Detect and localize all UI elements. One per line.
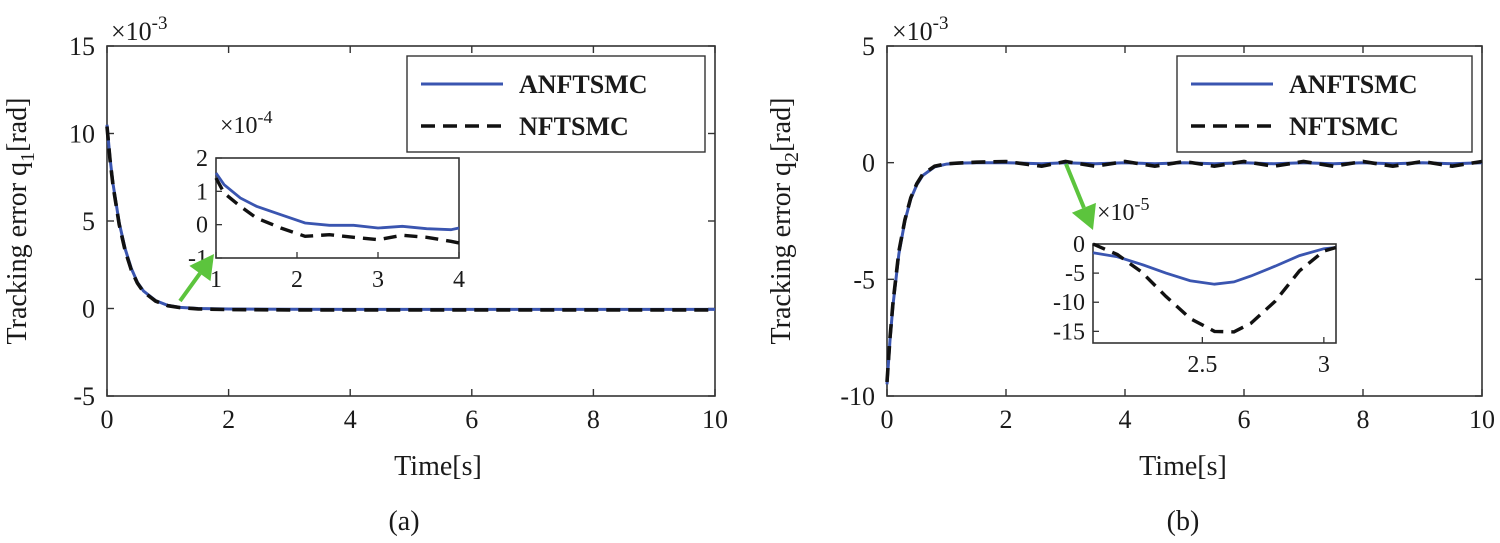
inset-y-tick-label: 0 [1073,232,1085,258]
inset-scale-note: ×10-4 [220,107,273,139]
legend-box [1176,55,1473,153]
inset-x-tick-label: 2.5 [1187,352,1217,378]
inset-series-line-anftsmc [214,172,460,232]
y-tick-label: -10 [840,382,875,411]
inset-plot: 2.5 3 -15 -10 -5 0 ×10-5 [1053,194,1337,378]
inset-y-tick-label: -15 [1053,319,1085,345]
inset-frame [215,157,460,259]
y-tick-label: 10 [69,120,95,149]
y-axis-label-subscript: 1 [17,152,39,162]
zoom-arrow-head [1071,202,1096,230]
inset-y-tick-label: 2 [196,146,208,172]
x-tick-label: 10 [702,405,728,434]
y-tick-label: 5 [82,207,95,236]
x-tick-label: 2 [222,405,235,434]
x-tick-label: 6 [1238,405,1251,434]
inset-scale-exponent: -4 [258,107,273,127]
y-axis-label: Tracking error q2[rad] [766,98,803,345]
inset-x-tick-label: 4 [453,267,465,293]
x-tick-label: 4 [344,405,357,434]
y-scale-note: ×10-3 [111,13,168,46]
y-tick-label: 0 [862,149,875,178]
inset-y-tick-label: -5 [1065,261,1085,287]
legend-label: NFTSMC [1289,112,1399,141]
panel-label: (a) [388,506,419,537]
y-tick-label: 5 [862,32,875,61]
series-line-anftsmc [885,161,1483,385]
series-line-nftsmc [885,159,1483,383]
inset-y-tick-label: 1 [196,179,208,205]
y-scale-note: ×10-3 [892,13,949,46]
x-tick-label: 6 [465,405,478,434]
inset-x-tick-label: 3 [1318,352,1330,378]
y-scale-exponent: -3 [933,13,949,34]
inset-x-tick-label: 3 [372,267,384,293]
y-axis-label: Tracking error q1[rad] [2,98,39,345]
y-tick-label: 0 [82,295,95,324]
legend-label: ANFTSMC [1289,70,1418,99]
inset-y-tick-label: -10 [1053,290,1085,316]
x-tick-label: 8 [587,405,600,434]
x-tick-label: 10 [1469,405,1495,434]
inset-frame [1092,243,1337,344]
inset-scale-exponent: -5 [1135,194,1150,214]
inset-series-line-anftsmc [1092,246,1337,286]
inset-series-line-nftsmc [214,177,460,245]
legend-label: NFTSMC [519,112,629,141]
x-axis-label: Time[s] [394,451,482,482]
x-axis-label: Time[s] [1139,451,1227,482]
zoom-arrow-head [189,254,214,282]
inset-x-tick-label: 2 [291,267,303,293]
legend-box [406,55,706,153]
x-tick-label: 0 [101,405,114,434]
panel-b: 0 2 4 6 8 10 -10 -5 0 5 ×10-3 Time[s] Tracking error… [766,13,1495,537]
y-tick-label: -5 [853,265,875,294]
inset-scale-note: ×10-5 [1097,194,1150,226]
series-line-nftsmc [105,126,715,312]
y-tick-label: 15 [69,32,95,61]
legend-label: ANFTSMC [519,70,648,99]
plot-area [886,45,1483,397]
inset-series-line-nftsmc [1092,242,1337,334]
zoom-arrow-shaft [1064,163,1086,209]
inset-x-tick-label: 1 [210,267,222,293]
y-axis-label-unit: [rad] [766,98,797,152]
inset-y-tick-label: 0 [196,213,208,239]
zoom-arrow-shaft [178,272,202,303]
y-axis-label-subscript: 2 [781,152,803,162]
y-scale-exponent: -3 [152,13,168,34]
x-tick-label: 0 [881,405,894,434]
x-tick-label: 2 [1000,405,1013,434]
x-tick-label: 4 [1119,405,1132,434]
y-tick-label: -5 [73,382,95,411]
panel-label: (b) [1167,506,1200,537]
y-axis-label-unit: [rad] [2,98,33,152]
x-tick-label: 8 [1357,405,1370,434]
